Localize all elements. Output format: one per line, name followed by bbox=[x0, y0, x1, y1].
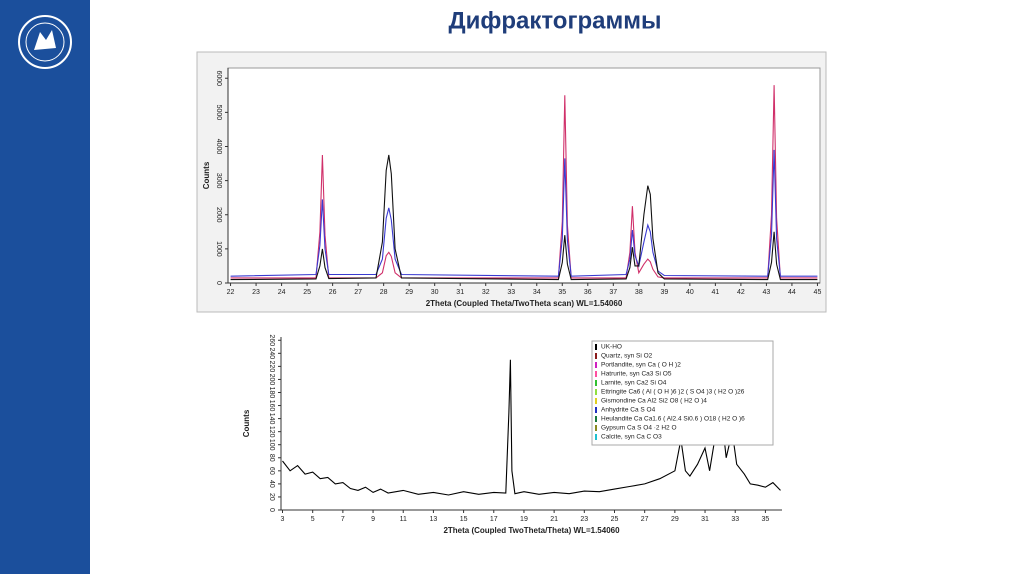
x-tick-label: 13 bbox=[430, 516, 438, 523]
y-tick-label: 240 bbox=[268, 347, 275, 359]
series-line bbox=[230, 154, 818, 281]
x-tick-label: 19 bbox=[520, 516, 528, 523]
y-tick-label: 4000 bbox=[215, 139, 222, 155]
logo bbox=[18, 15, 72, 69]
x-tick-label: 45 bbox=[814, 289, 822, 296]
x-tick-label: 15 bbox=[460, 516, 468, 523]
x-tick-label: 29 bbox=[671, 516, 679, 523]
legend-label: UK-HO bbox=[601, 344, 622, 351]
x-tick-label: 21 bbox=[550, 516, 558, 523]
y-tick-label: 220 bbox=[268, 361, 275, 373]
legend-label: Larnite, syn Ca2 Si O4 bbox=[601, 380, 667, 387]
legend-swatch bbox=[595, 398, 597, 404]
x-tick-label: 33 bbox=[507, 289, 515, 296]
legend-swatch bbox=[595, 407, 597, 413]
x-tick-label: 40 bbox=[686, 289, 694, 296]
x-tick-label: 38 bbox=[635, 289, 643, 296]
sidebar bbox=[0, 0, 90, 574]
y-tick-label: 5000 bbox=[215, 105, 222, 121]
x-tick-label: 35 bbox=[762, 516, 770, 523]
x-tick-label: 27 bbox=[641, 516, 649, 523]
x-tick-label: 31 bbox=[701, 516, 709, 523]
legend-swatch bbox=[595, 353, 597, 359]
y-tick-label: 0 bbox=[268, 508, 275, 512]
x-tick-label: 37 bbox=[609, 289, 617, 296]
x-tick-label: 29 bbox=[405, 289, 413, 296]
x-tick-label: 30 bbox=[431, 289, 439, 296]
x-tick-label: 27 bbox=[354, 289, 362, 296]
legend-swatch bbox=[595, 344, 597, 350]
x-tick-label: 9 bbox=[371, 516, 375, 523]
x-tick-label: 28 bbox=[380, 289, 388, 296]
y-axis-label: Counts bbox=[202, 161, 211, 189]
legend-label: Gismondine Ca Al2 Si2 O8 ( H2 O )4 bbox=[601, 398, 707, 405]
x-tick-label: 23 bbox=[252, 289, 260, 296]
y-axis-label: Counts bbox=[242, 409, 251, 437]
legend-label: Portlandite, syn Ca ( O H )2 bbox=[601, 362, 681, 369]
y-tick-label: 200 bbox=[268, 374, 275, 386]
x-tick-label: 35 bbox=[558, 289, 566, 296]
legend-label: Calcite, syn Ca C O3 bbox=[601, 434, 662, 441]
x-tick-label: 44 bbox=[788, 289, 796, 296]
x-tick-label: 23 bbox=[580, 516, 588, 523]
x-tick-label: 43 bbox=[763, 289, 771, 296]
x-tick-label: 11 bbox=[400, 516, 407, 523]
legend-swatch bbox=[595, 389, 597, 395]
x-tick-label: 5 bbox=[311, 516, 315, 523]
x-tick-label: 22 bbox=[227, 289, 235, 296]
legend-label: Heulandite Ca Ca1.6 ( Al2.4 Si0.6 ) O18 … bbox=[601, 416, 745, 423]
y-tick-label: 120 bbox=[268, 426, 275, 438]
y-tick-label: 260 bbox=[268, 334, 275, 346]
y-tick-label: 2000 bbox=[215, 207, 222, 223]
legend-swatch bbox=[595, 416, 597, 422]
y-tick-label: 100 bbox=[268, 439, 275, 451]
x-tick-label: 36 bbox=[584, 289, 592, 296]
y-tick-label: 60 bbox=[268, 467, 275, 475]
legend-swatch bbox=[595, 380, 597, 386]
y-tick-label: 1000 bbox=[215, 241, 222, 257]
y-tick-label: 0 bbox=[215, 281, 222, 285]
x-tick-label: 26 bbox=[329, 289, 337, 296]
x-axis-label: 2Theta (Coupled Theta/TwoTheta scan) WL=… bbox=[426, 299, 623, 308]
legend-label: Quartz, syn Si O2 bbox=[601, 353, 653, 360]
legend-box bbox=[591, 340, 774, 446]
y-tick-label: 20 bbox=[268, 493, 275, 501]
plot-area bbox=[227, 67, 821, 284]
legend-swatch bbox=[595, 362, 597, 368]
x-tick-label: 34 bbox=[533, 289, 541, 296]
legend-swatch bbox=[595, 371, 597, 377]
y-tick-label: 80 bbox=[268, 454, 275, 462]
legend-label: Gypsum Ca S O4 ·2 H2 O bbox=[601, 425, 677, 432]
x-axis-label: 2Theta (Coupled TwoTheta/Theta) WL=1.540… bbox=[443, 526, 620, 535]
legend: UK-HO Quartz, syn Si O2 Portlandite, syn C… bbox=[591, 340, 774, 446]
x-tick-label: 3 bbox=[281, 516, 285, 523]
y-tick-label: 3000 bbox=[215, 173, 222, 189]
legend-label: Hatrurite, syn Ca3 Si O5 bbox=[601, 371, 672, 378]
x-tick-label: 33 bbox=[731, 516, 739, 523]
x-tick-label: 31 bbox=[456, 289, 464, 296]
legend-label: Ettringite Ca6 ( Al ( O H )6 )2 ( S O4 )… bbox=[601, 389, 745, 396]
x-tick-label: 25 bbox=[303, 289, 311, 296]
x-tick-label: 17 bbox=[490, 516, 498, 523]
legend-swatch bbox=[595, 434, 597, 440]
slide-title: Дифрактограммы bbox=[449, 7, 662, 34]
y-tick-label: 140 bbox=[268, 413, 275, 425]
x-tick-label: 32 bbox=[482, 289, 490, 296]
y-tick-label: 180 bbox=[268, 387, 275, 399]
x-tick-label: 25 bbox=[611, 516, 619, 523]
series-line bbox=[230, 149, 818, 277]
legend-label: Anhydrite Ca S O4 bbox=[601, 407, 656, 414]
x-tick-label: 24 bbox=[278, 289, 286, 296]
legend-swatch bbox=[595, 425, 597, 431]
y-tick-label: 6000 bbox=[215, 70, 222, 86]
y-tick-label: 40 bbox=[268, 480, 275, 488]
x-tick-label: 42 bbox=[737, 289, 745, 296]
y-tick-label: 160 bbox=[268, 400, 275, 412]
x-tick-label: 7 bbox=[341, 516, 345, 523]
x-tick-label: 41 bbox=[711, 289, 719, 296]
x-tick-label: 39 bbox=[660, 289, 668, 296]
